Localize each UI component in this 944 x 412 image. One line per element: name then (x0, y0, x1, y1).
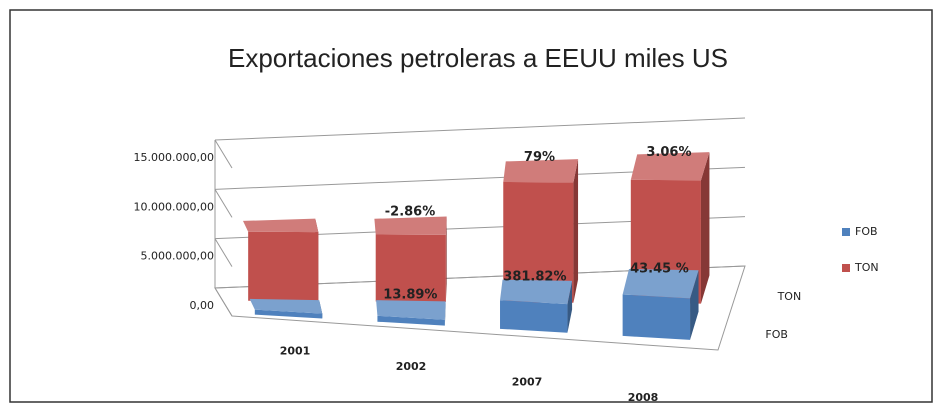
bar-side (700, 152, 710, 304)
y-tick-label: 10.000.000,00 (134, 200, 214, 213)
y-tick-label: 0,00 (190, 299, 215, 312)
bar-top (376, 300, 446, 320)
bar-top (249, 298, 323, 314)
bar-top (500, 279, 573, 305)
bar-side (690, 270, 699, 340)
x-tick-label: 2007 (512, 375, 543, 388)
legend-label: FOB (855, 225, 878, 238)
bar-top (503, 159, 579, 183)
data-label: 79% (524, 150, 555, 165)
x-tick-label: 2008 (628, 391, 659, 404)
grid-line (214, 238, 233, 267)
bar-front (248, 231, 319, 302)
chart-border (9, 9, 933, 403)
legend-label: TON (854, 261, 879, 274)
bar-front (622, 294, 691, 340)
bar-front (377, 315, 445, 326)
bar-front (503, 181, 574, 303)
bar-top (630, 152, 710, 181)
x-tick-label: 2002 (396, 360, 427, 373)
bar-top (622, 269, 699, 299)
bar-front (375, 234, 446, 302)
bar (242, 218, 319, 302)
bar-top (242, 218, 319, 233)
legend-swatch (842, 264, 850, 272)
bar-top (374, 216, 447, 235)
grid-line (214, 189, 233, 218)
bar (249, 298, 323, 319)
bar-side (573, 159, 579, 303)
y-tick-label: 15.000.000,00 (134, 151, 214, 164)
bar (500, 279, 573, 333)
depth-axis-label: TON (777, 290, 802, 303)
bar-side (445, 216, 447, 302)
bar (376, 300, 446, 326)
legend-swatch (842, 228, 850, 236)
grid-line (214, 287, 233, 317)
data-label: 13.89% (383, 288, 437, 303)
grid-line (214, 117, 746, 141)
bar (503, 159, 579, 303)
data-label: -2.86% (385, 205, 436, 220)
y-tick-label: 5.000.000,00 (141, 250, 214, 263)
grid-line (214, 139, 233, 169)
bar-front (500, 300, 568, 333)
chart-title: Exportaciones petroleras a EEUU miles US (228, 43, 728, 73)
bar (622, 269, 699, 340)
depth-axis-label: FOB (765, 328, 788, 341)
bar (374, 216, 447, 302)
data-label: 381.82% (503, 270, 566, 285)
x-tick-label: 2001 (280, 344, 311, 357)
data-label: 3.06% (646, 145, 691, 160)
bar-side (444, 301, 446, 326)
bar-front (254, 309, 323, 319)
data-label: 43.45 % (630, 261, 689, 276)
bar-side (567, 280, 573, 333)
